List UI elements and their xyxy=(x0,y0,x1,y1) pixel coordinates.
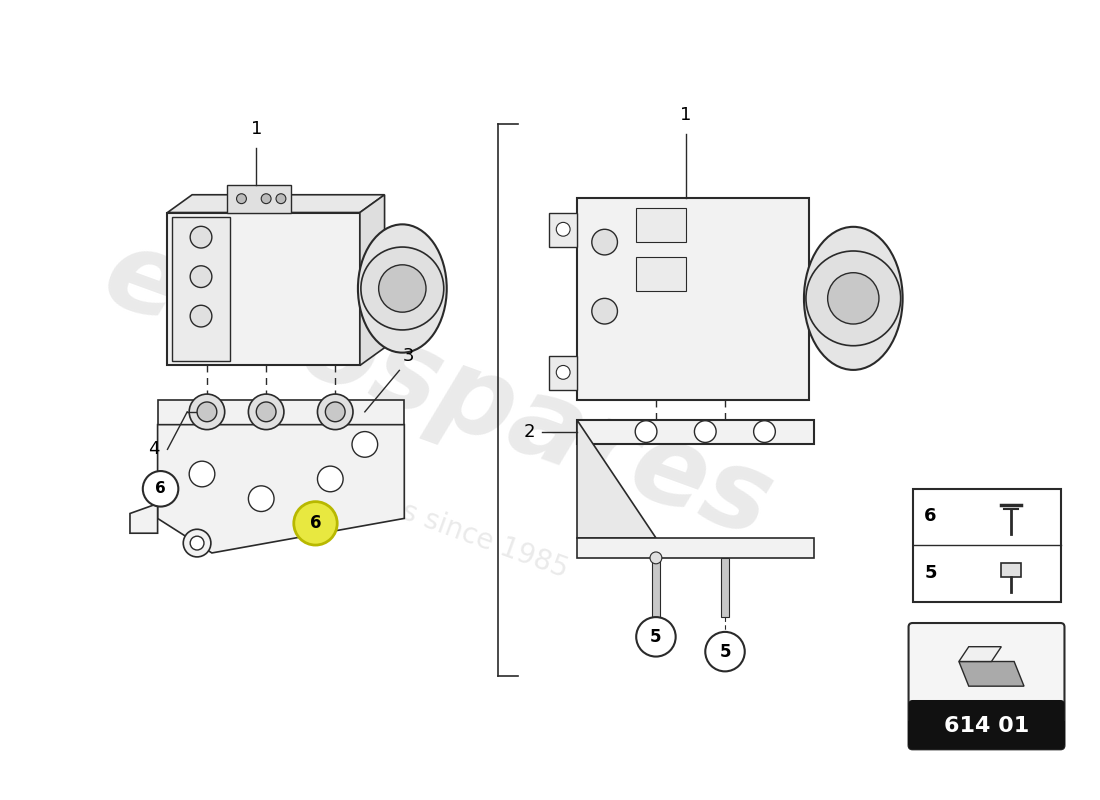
Polygon shape xyxy=(959,662,1024,686)
Circle shape xyxy=(361,247,443,330)
Circle shape xyxy=(184,530,211,557)
Bar xyxy=(636,257,685,291)
Text: 4: 4 xyxy=(148,440,159,458)
Circle shape xyxy=(190,266,212,287)
Text: 1: 1 xyxy=(680,106,691,124)
Circle shape xyxy=(190,536,204,550)
Bar xyxy=(578,420,814,445)
Circle shape xyxy=(256,402,276,422)
Circle shape xyxy=(754,421,776,442)
Polygon shape xyxy=(157,425,405,553)
Bar xyxy=(227,185,290,213)
Polygon shape xyxy=(167,194,385,213)
Text: 3: 3 xyxy=(403,347,414,366)
Circle shape xyxy=(705,632,745,671)
Text: 5: 5 xyxy=(650,628,662,646)
Circle shape xyxy=(635,421,657,442)
Polygon shape xyxy=(130,504,157,534)
Polygon shape xyxy=(959,646,1001,662)
Bar xyxy=(549,213,578,247)
Text: 6: 6 xyxy=(155,482,166,496)
Circle shape xyxy=(557,222,570,236)
Circle shape xyxy=(557,366,570,379)
Circle shape xyxy=(592,298,617,324)
Circle shape xyxy=(294,502,338,545)
Circle shape xyxy=(378,265,426,312)
Circle shape xyxy=(143,471,178,506)
Bar xyxy=(722,558,729,617)
Circle shape xyxy=(276,194,286,204)
Bar xyxy=(578,198,808,400)
Circle shape xyxy=(190,226,212,248)
Circle shape xyxy=(592,230,617,255)
Circle shape xyxy=(249,486,274,511)
Circle shape xyxy=(806,251,901,346)
Polygon shape xyxy=(360,194,385,366)
Circle shape xyxy=(236,194,246,204)
Bar xyxy=(636,207,685,242)
Circle shape xyxy=(189,394,224,430)
Bar xyxy=(167,213,360,366)
Circle shape xyxy=(189,461,214,487)
Text: 6: 6 xyxy=(924,507,937,526)
Ellipse shape xyxy=(358,224,447,353)
Bar xyxy=(578,538,814,558)
Circle shape xyxy=(190,306,212,327)
Text: 614 01: 614 01 xyxy=(944,716,1030,736)
Circle shape xyxy=(318,466,343,492)
Ellipse shape xyxy=(804,227,903,370)
Circle shape xyxy=(249,394,284,430)
Bar xyxy=(173,218,230,361)
Text: 6: 6 xyxy=(310,514,321,532)
Bar xyxy=(913,489,1060,602)
Circle shape xyxy=(827,273,879,324)
Text: a passion for parts since 1985: a passion for parts since 1985 xyxy=(168,414,572,583)
Text: 2: 2 xyxy=(524,422,536,441)
FancyBboxPatch shape xyxy=(909,700,1065,750)
Bar xyxy=(1001,563,1021,577)
Circle shape xyxy=(326,402,345,422)
Bar xyxy=(157,400,405,425)
Bar xyxy=(908,721,1066,746)
Circle shape xyxy=(650,552,662,564)
Polygon shape xyxy=(578,420,656,538)
Circle shape xyxy=(694,421,716,442)
Circle shape xyxy=(636,617,675,657)
Circle shape xyxy=(352,431,377,458)
Circle shape xyxy=(261,194,271,204)
FancyBboxPatch shape xyxy=(909,623,1065,750)
Circle shape xyxy=(318,394,353,430)
Text: 5: 5 xyxy=(924,564,937,582)
Circle shape xyxy=(197,402,217,422)
Text: 5: 5 xyxy=(719,642,730,661)
Bar xyxy=(652,558,660,617)
Text: 1: 1 xyxy=(251,121,262,138)
Bar xyxy=(549,355,578,390)
Text: eurospares: eurospares xyxy=(90,220,788,561)
